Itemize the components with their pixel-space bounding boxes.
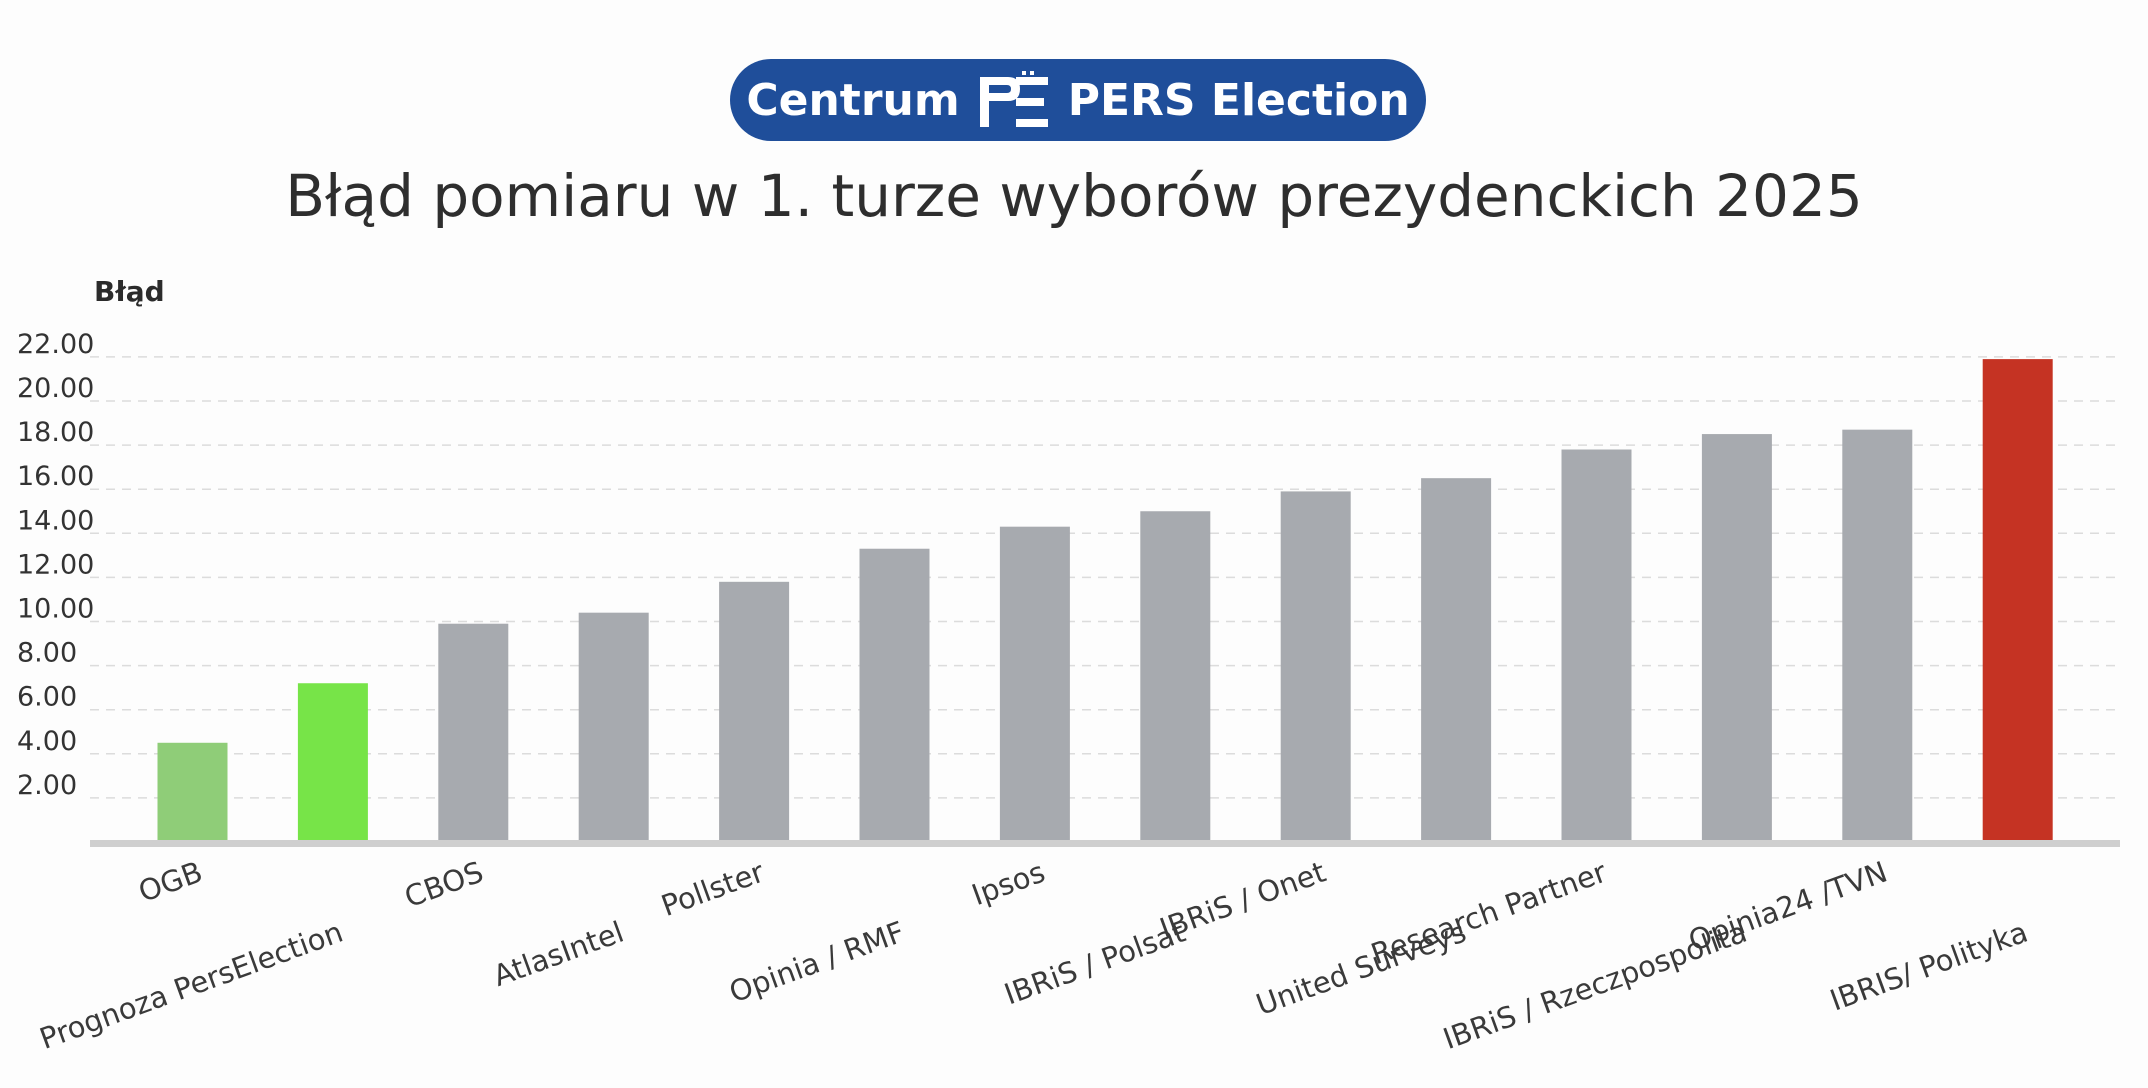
x-tick-label: AtlasIntel (489, 915, 628, 993)
bar (578, 612, 649, 842)
y-tick-label: 10.00 (17, 594, 94, 625)
y-tick-label: 2.00 (17, 770, 77, 801)
bar (1982, 359, 2053, 842)
y-tick-label: 14.00 (17, 505, 94, 536)
y-tick-label: 4.00 (17, 726, 77, 757)
y-tick-label: 18.00 (17, 417, 94, 448)
bar (859, 548, 930, 842)
y-tick-label: 16.00 (17, 461, 94, 492)
bar (1842, 429, 1913, 842)
chart-title: Błąd pomiaru w 1. turze wyborów prezyden… (285, 162, 1863, 230)
x-tick-label: CBOS (400, 855, 488, 915)
brand-name-left: Centrum (746, 74, 960, 126)
bar (297, 683, 368, 842)
x-tick-label: Research Partner (1367, 855, 1611, 972)
y-tick-label: 6.00 (17, 682, 77, 713)
x-tick-label: Opinia / RMF (725, 915, 909, 1010)
gridlines (90, 356, 2120, 799)
bar (1140, 511, 1211, 842)
y-axis-ticks: 2.00 4.00 6.00 8.00 10.00 12.00 14.00 16.00 18.0… (17, 329, 94, 801)
bars (157, 359, 2053, 842)
x-axis-baseline (90, 840, 2120, 847)
x-tick-label: Ipsos (967, 855, 1049, 913)
x-tick-label: Pollster (657, 855, 769, 923)
x-tick-label: Opinia24 /TVN (1684, 855, 1892, 958)
x-tick-label: OGB (134, 855, 207, 909)
y-tick-label: 8.00 (17, 638, 77, 669)
bar (719, 581, 790, 842)
x-tick-label: IBRIS/ Polityka (1826, 915, 2033, 1018)
y-tick-label: 12.00 (17, 549, 94, 580)
bar (157, 742, 228, 842)
bar (1421, 478, 1492, 842)
bar (1701, 434, 1772, 842)
y-tick-label: 20.00 (17, 373, 94, 404)
pe-monogram-icon (979, 71, 1048, 127)
bar (999, 526, 1070, 842)
bar (1280, 491, 1351, 842)
bar (1561, 449, 1632, 842)
y-tick-label: 22.00 (17, 329, 94, 360)
x-tick-label: Prognoza PersElection (35, 915, 347, 1056)
y-axis-label: Błąd (94, 275, 165, 308)
brand-logo: Centrum PERS Election (730, 59, 1426, 141)
bar (438, 623, 509, 842)
brand-name-right: PERS Election (1067, 74, 1410, 126)
x-tick-label: IBRiS / Onet (1155, 855, 1330, 946)
